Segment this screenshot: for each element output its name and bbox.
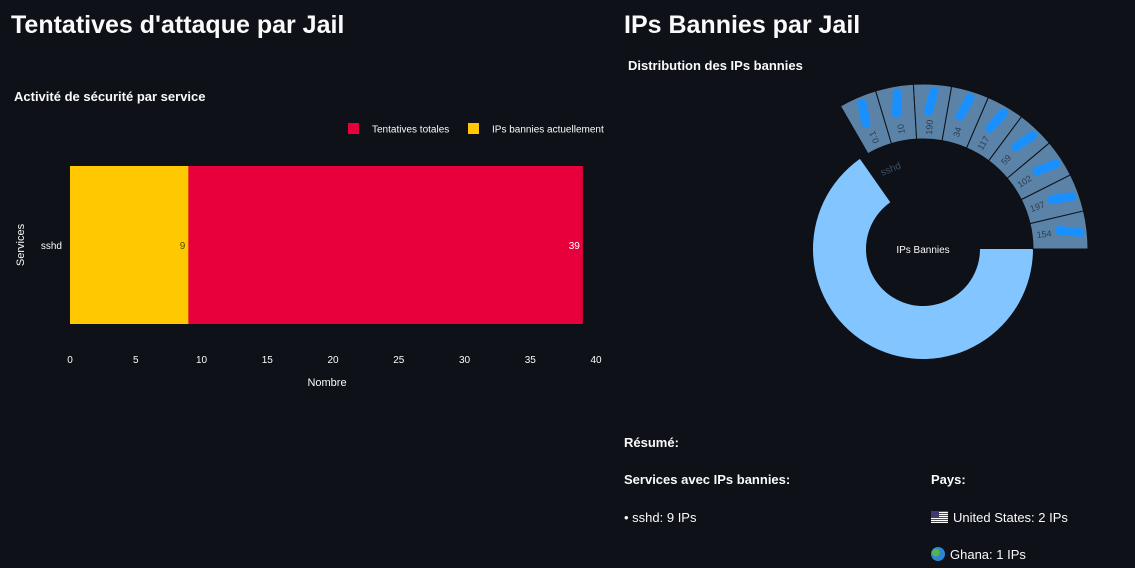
x-tick-label: 35 [525,355,537,366]
x-tick-label: 5 [133,355,139,366]
legend-label: IPs bannies actuellement [492,125,604,136]
bar-chart: Activité de sécurité par service Tentati… [14,89,604,389]
redaction-mark [985,108,1009,133]
sunburst-title: Distribution des IPs bannies [628,58,803,73]
page-title-banned: IPs Bannies par Jail [624,11,861,39]
bar-data-label: 39 [569,241,581,252]
country-item: Ghana: 1 IPs [931,547,1026,562]
country-item: United States: 2 IPs [931,510,1068,525]
y-axis-title: Services [15,223,27,266]
country-label: Ghana: 1 IPs [950,547,1026,562]
redaction-mark [955,93,975,121]
x-tick-label: 0 [67,355,73,366]
redaction-mark [1055,225,1085,237]
bar-legend: Tentatives totales IPs bannies actuelleme… [348,123,604,136]
redaction-mark [892,88,902,119]
sunburst-inner-sshd [813,158,1033,360]
page-title-attacks: Tentatives d'attaque par Jail [11,11,345,39]
x-tick-label: 15 [262,355,274,366]
x-tick-label: 40 [590,355,602,366]
sunburst-outer-label: 59 [999,153,1013,167]
redaction-mark [857,98,871,128]
x-tick-label: 25 [393,355,405,366]
x-tick-label: 20 [327,355,339,366]
sunburst-outer-label: 10 [895,123,907,135]
redaction-mark [923,86,939,116]
country-label: United States: 2 IPs [953,510,1068,525]
summary-title: Résumé: [624,435,679,450]
sunburst-outer-label: 197 [1029,199,1047,214]
legend-swatch [348,123,359,134]
legend-swatch [468,123,479,134]
legend-label: Tentatives totales [372,125,449,136]
sunburst-outer-label: 154 [1036,228,1052,240]
services-heading: Services avec IPs bannies: [624,472,791,487]
x-axis-title: Nombre [307,377,346,389]
sunburst-outer-label: 190 [924,119,935,135]
bar-marks: 39 9 [70,166,583,324]
bar-data-label: 9 [180,241,186,252]
globe-icon [931,547,945,561]
y-tick-label: sshd [41,241,62,252]
pays-heading: Pays: [931,472,966,487]
sunburst-inner-label: sshd [879,161,903,179]
x-tick-label: 10 [196,355,208,366]
x-tick-label: 30 [459,355,471,366]
sunburst-root-label: IPs Bannies [896,245,949,256]
service-line-sshd: • sshd: 9 IPs [624,510,697,525]
sunburst-chart: Distribution des IPs bannies sshd 0.1 10 19… [628,58,1089,360]
sunburst-outer-label: 0.1 [867,129,881,144]
bar-sshd-series-1 [70,166,189,324]
bar-chart-title: Activité de sécurité par service [14,89,206,104]
us-flag-icon [931,511,948,523]
redaction-mark [1011,130,1038,152]
sunburst-outer-label: 34 [951,126,963,138]
redaction-mark [1032,159,1061,176]
redaction-mark [1047,192,1077,204]
bar-axes: sshd 0 5 10 15 20 25 30 35 40 Nombre Services [15,223,602,389]
